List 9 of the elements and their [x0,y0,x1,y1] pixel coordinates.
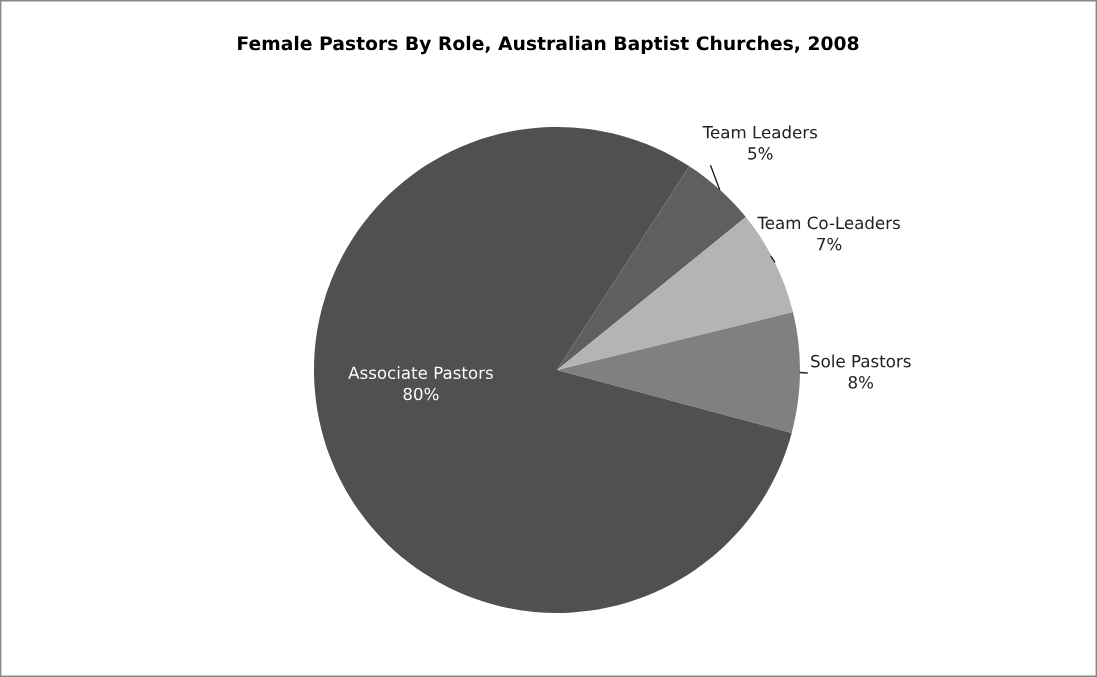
slice-label: Team Co-Leaders [757,216,900,230]
slice-label: Team Leaders [702,125,818,139]
data-label: 8% [848,376,874,389]
data-label: 5% [748,147,773,160]
slice-label: Sole Pastors [811,354,911,368]
data-label: 80% [403,387,439,401]
chart-title: Female Pastors By Role, Australian Baptist Churches, 2008 [238,35,859,55]
slice-label: Associate Pastors [348,366,493,380]
data-label: 7% [817,237,842,251]
